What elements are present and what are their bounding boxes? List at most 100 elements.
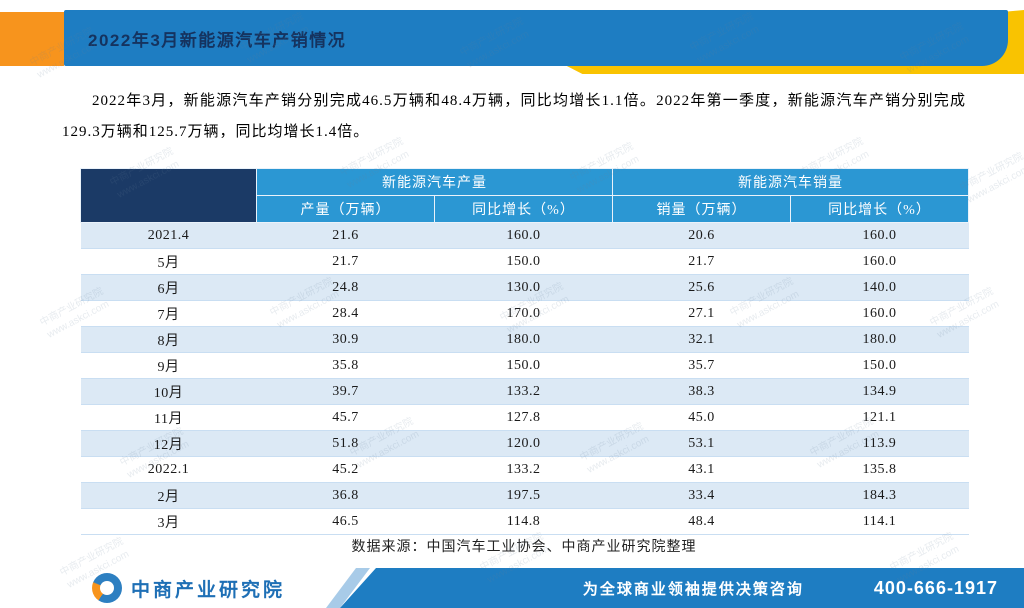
table-corner-cell — [80, 168, 257, 223]
cell-value: 114.8 — [434, 508, 613, 535]
table-row: 7月 28.4 170.0 27.1 160.0 — [80, 300, 969, 327]
cell-value: 28.4 — [256, 300, 435, 327]
table-row: 9月 35.8 150.0 35.7 150.0 — [80, 352, 969, 379]
table-container: 新能源汽车产量 新能源汽车销量 产量（万辆） 同比增长（%） 销量（万辆） 同比… — [80, 168, 969, 535]
cell-value: 134.9 — [790, 378, 969, 405]
table-row: 10月 39.7 133.2 38.3 134.9 — [80, 378, 969, 405]
cell-value: 160.0 — [790, 222, 969, 249]
cell-value: 150.0 — [434, 248, 613, 275]
data-table: 新能源汽车产量 新能源汽车销量 产量（万辆） 同比增长（%） 销量（万辆） 同比… — [80, 168, 969, 535]
cell-value: 21.6 — [256, 222, 435, 249]
cell-value: 160.0 — [434, 222, 613, 249]
cell-value: 25.6 — [612, 274, 791, 301]
cell-value: 184.3 — [790, 482, 969, 509]
cell-value: 180.0 — [790, 326, 969, 353]
cell-value: 160.0 — [790, 248, 969, 275]
cell-value: 113.9 — [790, 430, 969, 457]
table-row: 3月 46.5 114.8 48.4 114.1 — [80, 508, 969, 535]
table-row: 5月 21.7 150.0 21.7 160.0 — [80, 248, 969, 275]
intro-paragraph: 2022年3月，新能源汽车产销分别完成46.5万辆和48.4万辆，同比均增长1.… — [62, 93, 966, 140]
cell-value: 121.1 — [790, 404, 969, 431]
table-group-sales: 新能源汽车销量 — [612, 168, 969, 196]
subheader-sales-volume: 销量（万辆） — [612, 195, 791, 223]
cell-value: 135.8 — [790, 456, 969, 483]
cell-value: 51.8 — [256, 430, 435, 457]
table-row: 2021.4 21.6 160.0 20.6 160.0 — [80, 222, 969, 249]
table-subheader-row: 产量（万辆） 同比增长（%） 销量（万辆） 同比增长（%） — [81, 195, 969, 223]
row-label: 10月 — [80, 378, 257, 405]
row-label: 12月 — [80, 430, 257, 457]
data-source-note: 数据来源：中国汽车工业协会、中商产业研究院整理 — [351, 540, 697, 555]
cell-value: 45.2 — [256, 456, 435, 483]
askci-logo-center — [100, 581, 114, 595]
table-body: 2021.4 21.6 160.0 20.6 160.0 5月 21.7 150.0 21.7 1… — [80, 222, 969, 535]
table-row: 2月 36.8 197.5 33.4 184.3 — [80, 482, 969, 509]
cell-value: 48.4 — [612, 508, 791, 535]
row-label: 2022.1 — [80, 456, 257, 483]
cell-value: 150.0 — [434, 352, 613, 379]
cell-value: 32.1 — [612, 326, 791, 353]
cell-value: 45.7 — [256, 404, 435, 431]
page-title: 2022年3月新能源汽车产销情况 — [88, 30, 347, 50]
cell-value: 24.8 — [256, 274, 435, 301]
cell-value: 170.0 — [434, 300, 613, 327]
table-group-row: 新能源汽车产量 新能源汽车销量 — [80, 168, 969, 223]
subheader-production-growth: 同比增长（%） — [434, 195, 613, 223]
table-row: 8月 30.9 180.0 32.1 180.0 — [80, 326, 969, 353]
cell-value: 35.7 — [612, 352, 791, 379]
cell-value: 120.0 — [434, 430, 613, 457]
row-label: 9月 — [80, 352, 257, 379]
row-label: 8月 — [80, 326, 257, 353]
footer-blue-bar: 为全球商业领袖提供决策咨询 400-666-1917 — [340, 568, 1024, 608]
cell-value: 43.1 — [612, 456, 791, 483]
cell-value: 20.6 — [612, 222, 791, 249]
cell-value: 21.7 — [256, 248, 435, 275]
row-label: 11月 — [80, 404, 257, 431]
cell-value: 35.8 — [256, 352, 435, 379]
subheader-sales-growth: 同比增长（%） — [790, 195, 969, 223]
cell-value: 27.1 — [612, 300, 791, 327]
cell-value: 130.0 — [434, 274, 613, 301]
cell-value: 133.2 — [434, 378, 613, 405]
page-header: 2022年3月新能源汽车产销情况 — [0, 0, 1024, 80]
cell-value: 150.0 — [790, 352, 969, 379]
cell-value: 180.0 — [434, 326, 613, 353]
footer-brand-name: 中商产业研究院 — [131, 579, 286, 601]
table-group-production: 新能源汽车产量 — [256, 168, 613, 196]
row-label: 3月 — [80, 508, 257, 535]
table-row: 2022.1 45.2 133.2 43.1 135.8 — [80, 456, 969, 483]
table-row: 6月 24.8 130.0 25.6 140.0 — [80, 274, 969, 301]
cell-value: 46.5 — [256, 508, 435, 535]
row-label: 6月 — [80, 274, 257, 301]
table-row: 11月 45.7 127.8 45.0 121.1 — [80, 404, 969, 431]
cell-value: 39.7 — [256, 378, 435, 405]
cell-value: 114.1 — [790, 508, 969, 535]
cell-value: 36.8 — [256, 482, 435, 509]
cell-value: 21.7 — [612, 248, 791, 275]
row-label: 2021.4 — [80, 222, 257, 249]
header-title-bar: 2022年3月新能源汽车产销情况 — [64, 10, 1008, 66]
cell-value: 45.0 — [612, 404, 791, 431]
cell-value: 38.3 — [612, 378, 791, 405]
cell-value: 197.5 — [434, 482, 613, 509]
header-orange-accent — [0, 12, 64, 66]
page-footer: 为全球商业领袖提供决策咨询 400-666-1917 中商产业研究院 — [0, 568, 1024, 608]
subheader-production-volume: 产量（万辆） — [256, 195, 435, 223]
row-label: 5月 — [80, 248, 257, 275]
table-row: 12月 51.8 120.0 53.1 113.9 — [80, 430, 969, 457]
row-label: 7月 — [80, 300, 257, 327]
footer-phone: 400-666-1917 — [873, 577, 998, 598]
cell-value: 127.8 — [434, 404, 613, 431]
cell-value: 53.1 — [612, 430, 791, 457]
footer-brand: 中商产业研究院 — [92, 571, 285, 605]
cell-value: 133.2 — [434, 456, 613, 483]
cell-value: 140.0 — [790, 274, 969, 301]
footer-slogan: 为全球商业领袖提供决策咨询 — [582, 580, 804, 598]
cell-value: 33.4 — [612, 482, 791, 509]
cell-value: 160.0 — [790, 300, 969, 327]
row-label: 2月 — [80, 482, 257, 509]
askci-logo-icon — [92, 573, 122, 603]
table-header: 新能源汽车产量 新能源汽车销量 产量（万辆） 同比增长（%） 销量（万辆） 同比… — [80, 168, 969, 223]
cell-value: 30.9 — [256, 326, 435, 353]
